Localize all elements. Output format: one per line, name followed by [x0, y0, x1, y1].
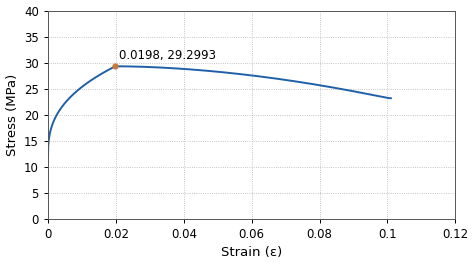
Y-axis label: Stress (MPa): Stress (MPa): [6, 74, 18, 156]
X-axis label: Strain (ε): Strain (ε): [221, 246, 283, 259]
Text: 0.0198, 29.2993: 0.0198, 29.2993: [118, 49, 216, 62]
